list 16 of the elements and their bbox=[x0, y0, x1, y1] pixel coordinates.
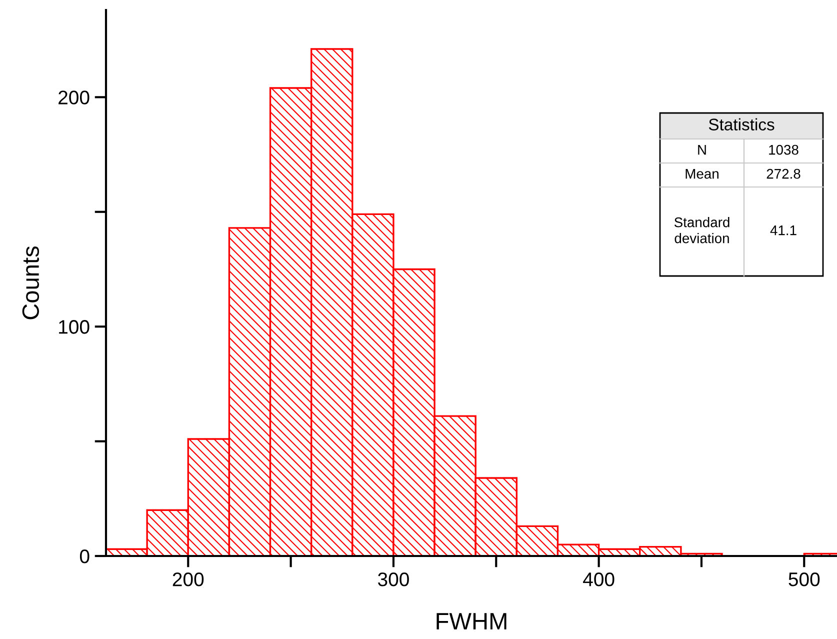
annotation: Statistics bbox=[708, 118, 774, 130]
y-tick-label: 100 bbox=[59, 320, 90, 334]
x-axis-title: FWHM bbox=[436, 613, 506, 630]
annotation: Mean bbox=[686, 169, 718, 179]
y-tick-label: 200 bbox=[58, 90, 90, 104]
annotation: 41.1 bbox=[770, 226, 796, 236]
annotation: 272.8 bbox=[766, 168, 800, 179]
annotation: Standard deviation bbox=[674, 217, 730, 244]
y-axis-title: Counts bbox=[22, 246, 40, 320]
x-tick-label: 300 bbox=[378, 572, 409, 586]
annotation: N bbox=[698, 145, 706, 155]
annotation: 1038 bbox=[769, 144, 798, 155]
x-tick-label: 500 bbox=[788, 572, 820, 586]
y-tick-label: 0 bbox=[80, 549, 90, 564]
x-tick-label: 200 bbox=[172, 572, 204, 586]
x-tick-label: 400 bbox=[583, 572, 614, 586]
